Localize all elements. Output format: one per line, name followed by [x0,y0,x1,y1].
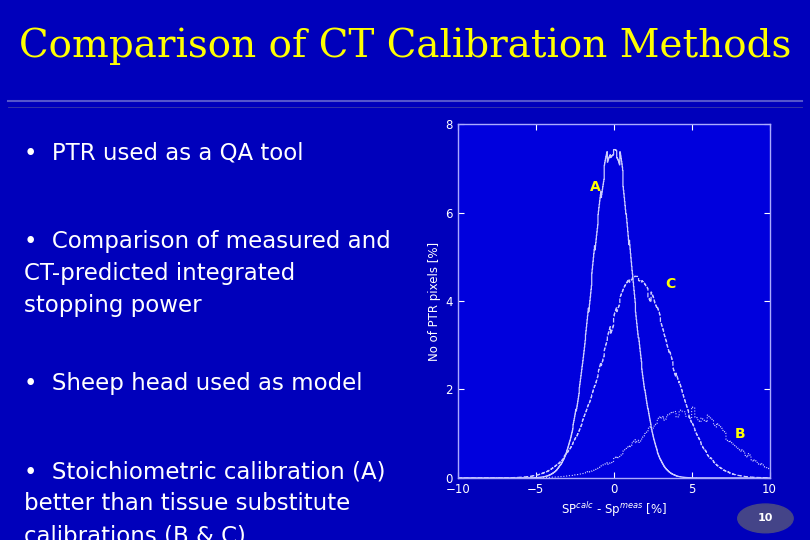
Text: •  Sheep head used as model: • Sheep head used as model [24,372,363,395]
Text: A: A [590,179,601,193]
Text: C: C [665,277,676,291]
Text: B: B [735,427,746,441]
Text: •  PTR used as a QA tool: • PTR used as a QA tool [24,141,304,165]
Y-axis label: No of PTR pixels [%]: No of PTR pixels [%] [428,241,441,361]
Text: 10: 10 [758,514,773,523]
Text: •  Comparison of measured and
CT-predicted integrated
stopping power: • Comparison of measured and CT-predicte… [24,230,391,317]
Text: Comparison of CT Calibration Methods: Comparison of CT Calibration Methods [19,28,791,65]
X-axis label: SP$^{calc}$ - Sp$^{meas}$ [%]: SP$^{calc}$ - Sp$^{meas}$ [%] [561,500,667,519]
Text: •  Stoichiometric calibration (A)
better than tissue substitute
calibrations (B : • Stoichiometric calibration (A) better … [24,460,386,540]
Circle shape [738,504,793,533]
